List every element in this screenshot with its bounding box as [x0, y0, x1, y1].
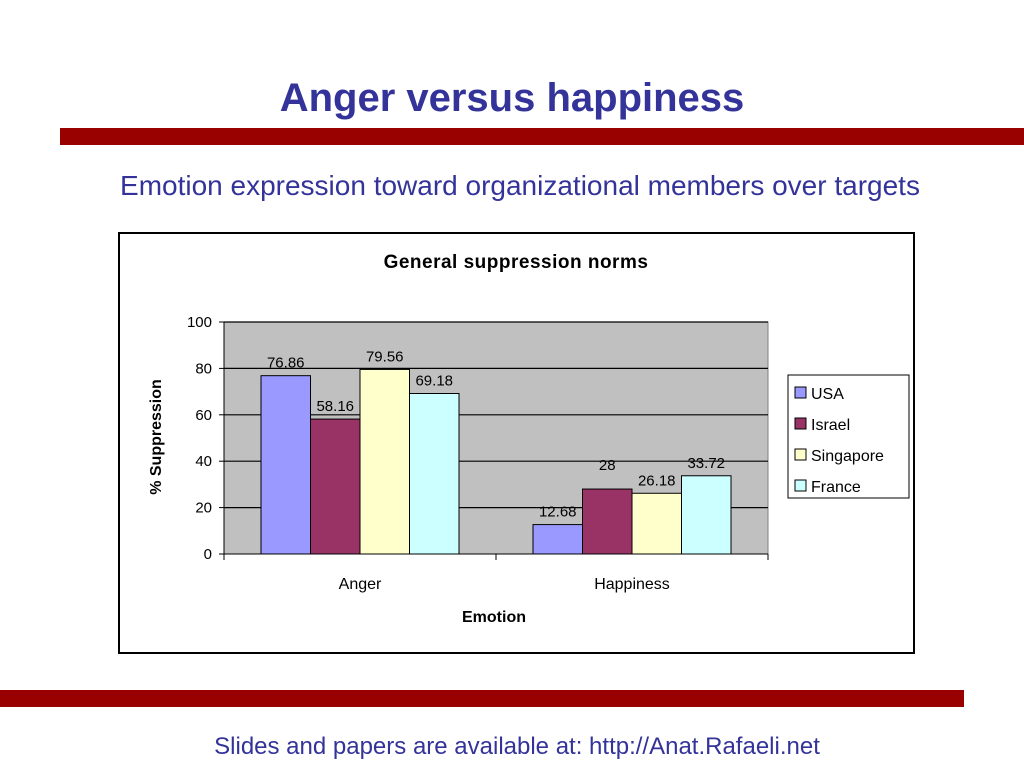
legend-swatch: [794, 417, 807, 430]
x-tick-label: Anger: [339, 576, 382, 593]
bar-singapore-happiness: [631, 492, 682, 555]
data-label: 12.68: [539, 504, 577, 521]
top-divider: [60, 128, 1024, 145]
y-tick-label: 100: [187, 314, 212, 331]
data-label: 76.86: [267, 355, 305, 372]
y-tick-label: 80: [195, 360, 212, 377]
bar-israel-happiness: [582, 488, 633, 555]
legend-label: Israel: [811, 417, 850, 434]
x-axis-label: Emotion: [462, 609, 526, 626]
legend-label: USA: [811, 386, 844, 403]
y-tick-label: 20: [195, 500, 212, 517]
legend-swatch: [794, 386, 807, 399]
y-tick-label: 40: [195, 453, 212, 470]
legend-box: [787, 374, 910, 499]
data-label: 28: [599, 457, 616, 474]
y-tick-label: 0: [204, 546, 212, 563]
data-label: 79.56: [366, 348, 404, 365]
chart-title: General suppression norms: [384, 252, 649, 273]
bar-usa-happiness: [532, 524, 583, 555]
bar-france-anger: [409, 393, 460, 555]
bar-singapore-anger: [359, 368, 410, 555]
bar-chart: General suppression norms 0 20 40 60 80 100 An…: [148, 252, 910, 626]
slide-subtitle: Emotion expression toward organizational…: [120, 170, 920, 201]
legend-label: Singapore: [811, 448, 884, 465]
y-axis-label: % Suppression: [148, 379, 165, 495]
bar-israel-anger: [310, 418, 361, 555]
x-tick-label: Happiness: [594, 576, 670, 593]
data-label: 33.72: [687, 455, 725, 472]
legend-swatch: [794, 479, 807, 492]
legend: USA Israel Singapore France: [787, 374, 910, 499]
plot-area: 0 20 40 60 80 100 Anger 76.86 58.16 79.56 69.18 Hap…: [187, 314, 769, 593]
data-label: 69.18: [415, 373, 453, 390]
bar-france-happiness: [681, 475, 732, 555]
bar-usa-anger: [260, 375, 311, 555]
data-label: 58.16: [316, 398, 354, 415]
chart-frame: General suppression norms 0 20 40 60 80 100 An…: [118, 232, 915, 654]
legend-swatch: [794, 448, 807, 461]
data-label: 26.18: [638, 472, 676, 489]
slide-title: Anger versus happiness: [279, 76, 745, 120]
footer-text: Slides and papers are available at: http…: [214, 733, 820, 760]
bottom-divider: [0, 690, 964, 707]
y-tick-label: 60: [195, 407, 212, 424]
legend-label: France: [811, 479, 861, 496]
